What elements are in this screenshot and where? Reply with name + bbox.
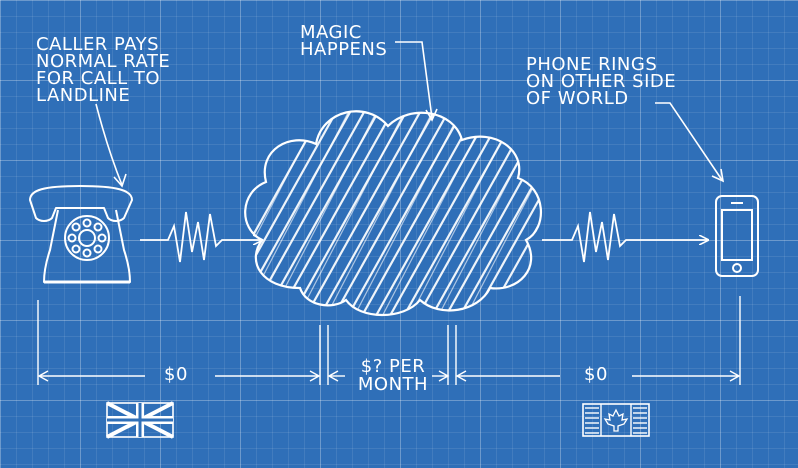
phone-pointer-line (655, 102, 723, 181)
canada-flag-icon (582, 403, 650, 437)
phone-annotation-line: OF WORLD (526, 88, 629, 109)
caller-pointer-line (95, 103, 123, 186)
caller-pointer-head (113, 173, 127, 188)
left-cost-label: $0 (164, 364, 188, 385)
cloud-icon (244, 110, 542, 317)
dimension-extension-lines (37, 296, 741, 385)
phone-annotation-line: ON OTHER SIDE (526, 71, 677, 92)
phone-pointer-head (711, 168, 725, 183)
right-signal-wave (542, 211, 708, 263)
right-cost-label: $0 (584, 364, 608, 385)
magic-pointer-line (395, 41, 433, 119)
magic-annotation-line: HAPPENS (300, 39, 388, 60)
middle-cost-line: MONTH (357, 374, 429, 395)
caller-annotation-line: NORMAL RATE (36, 51, 171, 72)
magic-annotation-line: MAGIC (300, 22, 362, 43)
middle-cost-line: $? PER (360, 356, 426, 377)
phone-annotation: PHONE RINGS ON OTHER SIDE OF WORLD (526, 54, 677, 109)
phone-annotation-line: PHONE RINGS (526, 54, 658, 75)
caller-annotation: CALLER PAYS NORMAL RATE FOR CALL TO LAND… (36, 34, 171, 106)
cost-dimension-lines (37, 370, 741, 382)
uk-flag-icon (106, 401, 174, 439)
rotary-telephone-icon (29, 185, 133, 284)
caller-annotation-line: CALLER PAYS (36, 34, 160, 55)
middle-cost-label: $? PER MONTH (350, 358, 436, 394)
caller-annotation-line: LANDLINE (36, 85, 131, 106)
smartphone-icon (715, 195, 759, 277)
left-signal-wave (140, 211, 262, 263)
magic-annotation: MAGIC HAPPENS (300, 22, 388, 60)
caller-annotation-line: FOR CALL TO (36, 68, 161, 89)
maple-leaf-icon (603, 408, 629, 432)
